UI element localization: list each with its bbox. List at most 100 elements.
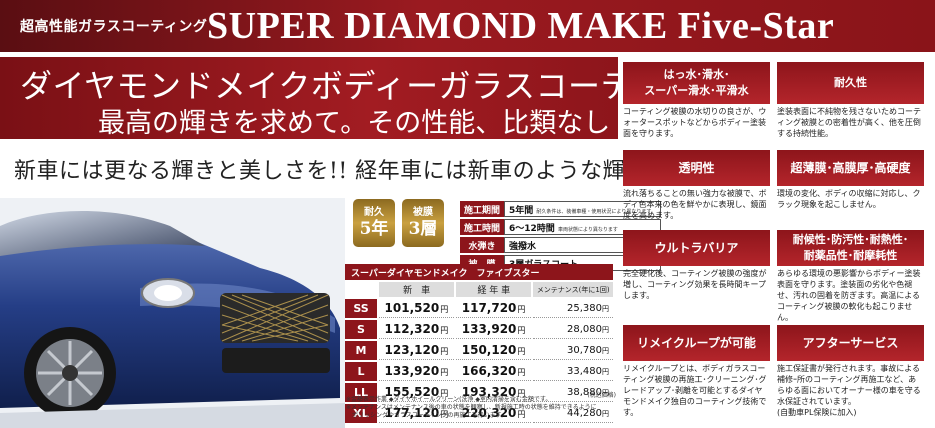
currency-unit: 円 xyxy=(517,305,526,314)
price-used: 220,320円 xyxy=(456,404,532,423)
price-size: SS xyxy=(345,299,377,318)
currency-unit: 円 xyxy=(440,305,449,314)
price-used-value: 193,320 xyxy=(461,385,517,399)
slogan: 新車には更なる輝きと美しさを!! 経年車には新車のような輝きを!! xyxy=(14,159,689,184)
price-header-maintenance: メンテナンス(年に1回) xyxy=(533,282,613,297)
price-used: 150,120円 xyxy=(456,341,532,360)
feature-card: 耐久性 塗装表面に不純物を残さないためコーティング被膜との密着性が高く、他を圧倒す… xyxy=(777,62,924,139)
price-size-value: L xyxy=(357,365,365,378)
spec-note: 車両状態により異なります xyxy=(557,226,618,233)
title-tagline: 超高性能ガラスコーティング xyxy=(20,19,208,35)
price-used-value: 220,320 xyxy=(461,406,517,420)
currency-unit: 円 xyxy=(440,347,449,356)
feature-title: アフターサービス xyxy=(777,325,924,361)
feature-description: 施工保証書が発行されます。事故による補修ｰ所のコーティング再施工など、あらゆる面… xyxy=(777,364,921,417)
price-row-ll: LL 155,520円 193,320円 38,880円 xyxy=(345,383,613,402)
currency-unit: 円 xyxy=(602,388,609,397)
feature-card: 超薄膜･高膜厚･高硬度環境の変化、ボディの収縮に対応し、クラック現象を起こしませ… xyxy=(777,150,924,210)
spec-label: 水弾き xyxy=(460,237,505,253)
price-used: 166,320円 xyxy=(456,362,532,381)
badge-durability-value: 5年 xyxy=(359,219,389,239)
price-table: スーパーダイヤモンドメイク ファイブスター 新 車 経 年 車 メンテナンス(年… xyxy=(343,262,615,425)
price-new: 112,320円 xyxy=(379,320,455,339)
price-size-value: LL xyxy=(353,386,369,399)
price-new: 177,120円 xyxy=(379,404,455,423)
feature-description: 環境の変化、ボディの収縮に対応し、クラック現象を起こしません。 xyxy=(777,189,921,209)
currency-unit: 円 xyxy=(440,326,449,335)
footnote: ※メンテナンスはメンテナンス後の車の状態を観察し、新規施工時の状態を維持できるよ… xyxy=(346,404,597,411)
price-new-value: 133,920 xyxy=(384,364,440,378)
badge-coating-label: 被膜 xyxy=(413,207,433,218)
spec-value: 5年間 耐久条件は、装備車種・使用状況により異なります。 xyxy=(504,201,661,217)
feature-description: コーティング被膜の水切りの良さが、ウォータースポットなどからボディー塗装面を守り… xyxy=(623,107,767,138)
price-header-row: 新 車 経 年 車 メンテナンス(年に1回) xyxy=(345,282,613,297)
price-new: 133,920円 xyxy=(379,362,455,381)
footnote: ポリッシングやガラスコーティングの再施工を行います。 xyxy=(346,412,507,419)
price-used: 193,320円 xyxy=(456,383,532,402)
price-maintenance-value: 44,280 xyxy=(567,407,602,419)
badge-durability-label: 耐久 xyxy=(364,207,384,218)
price-new: 123,120円 xyxy=(379,341,455,360)
feature-title: 耐候性･防汚性･耐熱性･ 耐薬品性･耐摩耗性 xyxy=(777,230,924,266)
price-size-value: SS xyxy=(353,302,369,315)
spec-value-text: 6〜12時間 xyxy=(509,223,555,234)
spec-table: 施工期間 5年間 耐久条件は、装備車種・使用状況により異なります。 施工時間 6… xyxy=(460,199,661,273)
feature-title: ウルトラバリア xyxy=(623,230,770,266)
price-used-value: 117,720 xyxy=(461,301,517,315)
feature-description: あらゆる環境の悪影響からボディー塗装表面を守ります。塗装面の劣化や色褪せ、汚れの… xyxy=(777,269,921,322)
feature-description: リメイクループとは、ボディガラスコーティング被膜の再施工･クリーニング･グレード… xyxy=(623,364,767,417)
price-maintenance: 25,380円 xyxy=(533,299,613,318)
price-row-ss: SS 101,520円 117,720円 25,380円 xyxy=(345,299,613,318)
badge-coating-layers: 被膜 3層 xyxy=(402,199,444,247)
feature-title: リメイクループが可能 xyxy=(623,325,770,361)
feature-card: リメイクループが可能 リメイクループとは、ボディガラスコーティング被膜の再施工･ク… xyxy=(623,325,770,418)
price-size: LL xyxy=(345,383,377,402)
price-row-s: S 112,320円 133,920円 28,080円 xyxy=(345,320,613,339)
currency-unit: 円 xyxy=(440,389,449,398)
price-maintenance-value: 25,380 xyxy=(567,302,602,314)
currency-unit: 円 xyxy=(602,409,609,418)
price-used: 117,720円 xyxy=(456,299,532,318)
spec-row: 水弾き 強撥水 xyxy=(460,237,661,253)
currency-unit: 円 xyxy=(517,347,526,356)
badge-coating-value: 3層 xyxy=(408,219,438,239)
price-new-value: 101,520 xyxy=(384,301,440,315)
tax-note: (税込価格) xyxy=(587,392,616,399)
price-used-value: 166,320 xyxy=(461,364,517,378)
price-new: 101,520円 xyxy=(379,299,455,318)
spec-value-text: 5年間 xyxy=(509,205,534,216)
price-header-used: 経 年 車 xyxy=(456,282,532,297)
price-used: 133,920円 xyxy=(456,320,532,339)
page-title: SUPER DIAMOND MAKE Five-Star xyxy=(207,5,835,47)
feature-description: 流れ落ちることの無い強力な被膜で、ボディ色本来の色を鮮やかに表現し、鏡面度を高め… xyxy=(623,189,767,220)
price-header-new: 新 車 xyxy=(379,282,455,297)
price-maintenance: 30,780円 xyxy=(533,341,613,360)
feature-title: 耐久性 xyxy=(777,62,924,104)
feature-description: 塗装表面に不純物を残さないためコーティング被膜との密着性が高く、他を圧倒する持続… xyxy=(777,107,921,138)
price-row-xl: XL 177,120円 220,320円 44,280円 xyxy=(345,404,613,423)
feature-title: はっ水･滑水･ スーパー滑水･平滑水 xyxy=(623,62,770,104)
price-maintenance-value: 30,780 xyxy=(567,344,602,356)
price-header-blank xyxy=(345,282,377,297)
spec-row: 施工時間 6〜12時間 車両状態により異なります xyxy=(460,219,661,235)
price-new: 155,520円 xyxy=(379,383,455,402)
spec-row: 施工期間 5年間 耐久条件は、装備車種・使用状況により異なります。 xyxy=(460,201,661,217)
banner-subheadline: 最高の輝きを求めて。その性能、比類なし xyxy=(98,108,611,139)
feature-card: はっ水･滑水･ スーパー滑水･平滑水 コーティング被膜の水切りの良さが、ウォータース… xyxy=(623,62,770,139)
price-maintenance: 28,080円 xyxy=(533,320,613,339)
currency-unit: 円 xyxy=(602,304,609,313)
price-maintenance: 44,280円 xyxy=(533,404,613,423)
price-size: L xyxy=(345,362,377,381)
feature-card: ウルトラバリア 完全硬化後、コーティング被膜の強度が増し、コーティング効果を長時間… xyxy=(623,230,770,301)
feature-title: 透明性 xyxy=(623,150,770,186)
currency-unit: 円 xyxy=(517,410,526,419)
price-caption: スーパーダイヤモンドメイク ファイブスター xyxy=(345,264,613,280)
price-used-value: 133,920 xyxy=(461,322,517,336)
title-bar: 超高性能ガラスコーティング SUPER DIAMOND MAKE Five-St… xyxy=(0,0,935,52)
price-size-value: XL xyxy=(353,407,369,420)
price-rows: SS 101,520円 117,720円 25,380円 S 112,320円 133,92… xyxy=(345,299,613,423)
currency-unit: 円 xyxy=(602,346,609,355)
spec-value: 強撥水 xyxy=(504,237,661,253)
feature-title: 超薄膜･高膜厚･高硬度 xyxy=(777,150,924,186)
currency-unit: 円 xyxy=(440,410,449,419)
